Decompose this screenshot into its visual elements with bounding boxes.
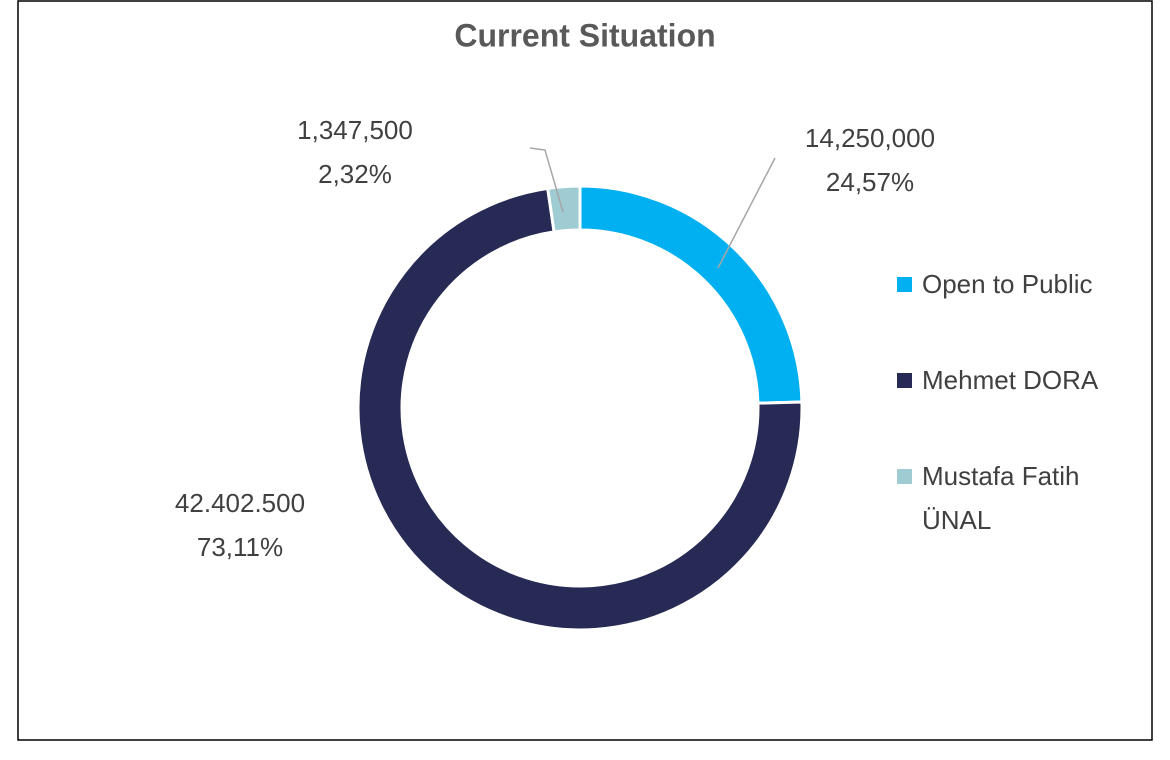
data-label-percent: 73,11% [197,532,283,562]
legend-label: Mustafa Fatih ÜNAL [922,461,1080,535]
legend-label: Open to Public [922,269,1093,299]
legend-swatch [897,277,912,292]
legend-swatch [897,373,912,388]
data-label-value: 1,347,500 [297,115,413,145]
legend-item: Mehmet DORA [895,358,1125,402]
data-label-percent: 2,32% [318,159,392,189]
legend: Open to Public Mehmet DORA Mustafa Fatih Ü… [895,262,1125,594]
legend-item: Open to Public [895,262,1125,306]
leader-line [717,157,776,269]
legend-label: Mehmet DORA [922,365,1099,395]
data-label-value: 42.402.500 [175,488,305,518]
leader-line [529,147,564,213]
legend-item: Mustafa Fatih ÜNAL [895,454,1125,542]
donut-segment [546,184,582,234]
data-label-value: 14,250,000 [805,123,935,153]
legend-swatch [897,469,912,484]
chart-title: Current Situation [454,17,715,53]
donut-segment [356,186,804,632]
data-label-percent: 24,57% [826,167,914,197]
